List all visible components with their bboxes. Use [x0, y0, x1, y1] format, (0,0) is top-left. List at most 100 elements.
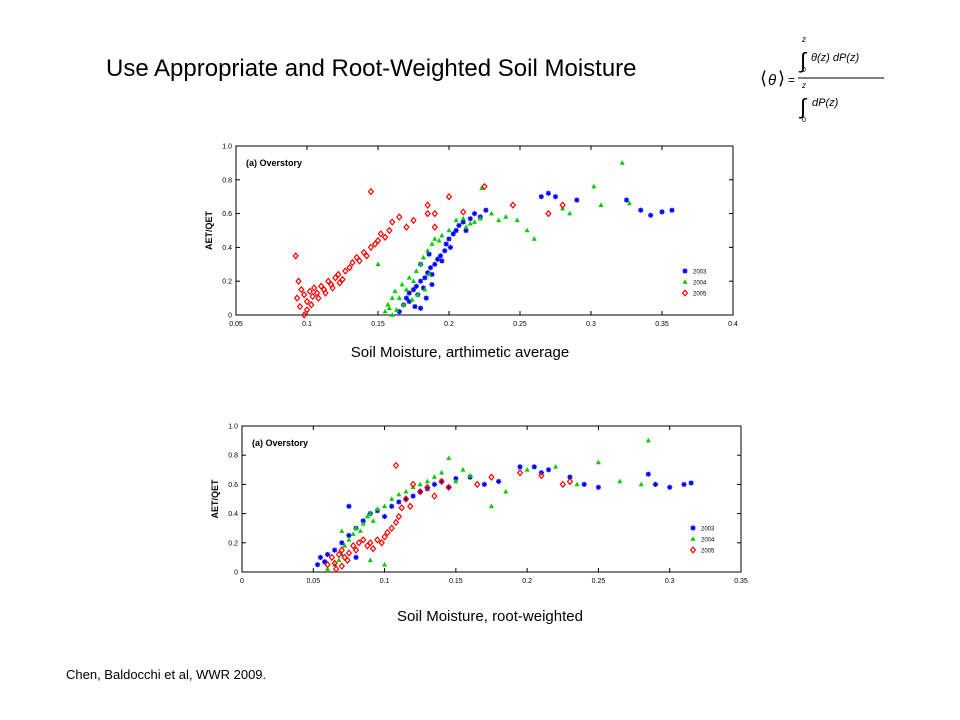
chart1-point-2003 — [447, 244, 454, 250]
chart1-point-2005 — [325, 277, 332, 285]
chart1-point-2003 — [456, 222, 462, 229]
chart1-series-2003 — [396, 190, 675, 315]
chart2-point-2005 — [431, 492, 438, 500]
chart2-series-2005 — [324, 461, 574, 573]
chart1-point-2005 — [349, 258, 356, 267]
chart1-point-2005 — [309, 292, 316, 301]
chart1-y-tick-label: 0.2 — [222, 279, 232, 286]
chart1-point-2005 — [310, 284, 318, 292]
chart2-point-2005 — [392, 518, 400, 527]
chart1-point-2003 — [443, 241, 449, 247]
chart2-point-2004 — [357, 528, 363, 533]
chart2-point-2003 — [681, 481, 687, 487]
chart1-point-2004 — [393, 307, 399, 312]
chart1-point-2003 — [418, 278, 424, 284]
chart2-y-tick-label: 0.4 — [228, 511, 238, 518]
chart2-y-tick-label: 0.8 — [228, 453, 238, 460]
chart1-point-2003 — [426, 251, 432, 257]
chart1-point-2003 — [413, 283, 419, 289]
chart1-point-2005 — [367, 243, 375, 252]
chart1-point-2003 — [429, 281, 435, 288]
chart1-point-2004 — [467, 220, 473, 226]
chart2-point-2004 — [339, 528, 345, 533]
chart1-point-2004 — [503, 214, 509, 219]
chart2-point-2004 — [574, 481, 580, 487]
chart2-point-2005 — [335, 550, 343, 559]
chart2-point-2004 — [353, 525, 359, 530]
chart1-point-2004 — [619, 160, 625, 165]
formula-denominator: dP(z) — [812, 97, 839, 109]
formula-upper-limit: z — [801, 35, 806, 44]
chart2-point-2003 — [381, 513, 388, 520]
chart1-point-2005 — [300, 290, 308, 299]
integral-sign-denominator: ∫ — [798, 94, 808, 119]
chart1-point-2005 — [293, 294, 301, 302]
chart1-point-2004 — [406, 275, 412, 280]
chart1-y-tick-label: 0.8 — [222, 177, 232, 184]
chart2-point-2003 — [417, 489, 423, 495]
chart1-legend-label-2004: 2004 — [693, 281, 707, 287]
chart2-point-2005 — [367, 539, 374, 547]
scatter-chart-arithmetic: 0.05 0.1 0.15 0.2 0.25 0.3 0.35 0.4 0 0.2 0.4 0.6 0.… — [204, 144, 738, 329]
chart1-point-2003 — [463, 227, 469, 234]
chart1-point-2004 — [382, 308, 388, 314]
chart1-legend-label-2003: 2003 — [693, 270, 707, 276]
chart2-point-2003 — [317, 554, 324, 560]
chart1-point-2003 — [396, 309, 402, 315]
chart1-point-2003 — [638, 207, 644, 213]
chart1-legend-marker-2005 — [681, 289, 689, 297]
chart2-point-2003 — [322, 559, 328, 565]
chart2-x-tick-label: 0.05 — [306, 578, 320, 585]
chart1-point-2005 — [396, 213, 403, 221]
chart2-point-2005 — [381, 533, 388, 541]
chart2-legend-marker-2003 — [690, 525, 696, 531]
chart2-legend-label-2005: 2005 — [701, 549, 715, 555]
chart2-point-2004 — [503, 488, 509, 494]
chart1-point-2005 — [339, 275, 346, 284]
chart2-point-2004 — [382, 503, 388, 509]
chart1-point-2004 — [460, 215, 466, 221]
formula-close-bracket: ⟩ — [778, 68, 785, 88]
chart2-point-2004 — [367, 510, 373, 516]
chart1-point-2005 — [389, 218, 396, 226]
chart1-point-2004 — [413, 268, 419, 273]
chart2-point-2003 — [403, 496, 409, 502]
chart1-point-2005 — [336, 279, 343, 287]
chart1-point-2003 — [410, 287, 417, 293]
chart1-point-2005 — [318, 282, 325, 290]
chart2-point-2005 — [378, 539, 385, 547]
chart2-point-2003 — [439, 478, 445, 485]
chart2-point-2005 — [338, 562, 345, 570]
chart2-point-2003 — [496, 478, 502, 485]
chart2-point-2005 — [438, 477, 445, 486]
chart2-point-2004 — [595, 459, 601, 465]
integral-sign-numerator: ∫ — [798, 48, 808, 73]
chart1-point-2004 — [489, 210, 495, 216]
chart1-point-2004 — [403, 286, 409, 292]
chart2-point-2004 — [617, 478, 623, 484]
chart1-legend-label-2005: 2005 — [693, 292, 707, 298]
chart1-x-tick-label: 0.1 — [302, 321, 312, 328]
chart2-legend-marker-2005 — [689, 546, 697, 554]
chart1-point-2004 — [389, 312, 395, 317]
chart1-point-2004 — [446, 227, 452, 233]
chart1-point-2005 — [445, 192, 453, 201]
chart1-x-tick-label: 0.4 — [728, 321, 738, 328]
chart1-y-tick-label: 0.4 — [222, 245, 232, 252]
formula-lhs: θ — [768, 72, 776, 89]
chart2-point-2005 — [409, 480, 417, 489]
chart2-point-2005 — [392, 461, 400, 470]
chart1-point-2005 — [374, 236, 382, 245]
chart2-point-2005 — [338, 546, 345, 554]
chart2-point-2004 — [382, 561, 388, 567]
chart2-point-2003 — [581, 481, 587, 487]
chart2-point-2005 — [538, 471, 545, 480]
chart2-point-2004 — [645, 437, 651, 443]
chart2-point-2004 — [524, 467, 530, 472]
chart2-point-2003 — [332, 547, 338, 553]
chart1-point-2003 — [422, 275, 428, 281]
chart1-point-2003 — [471, 211, 478, 217]
chart2-point-2005 — [402, 495, 410, 503]
chart2-point-2005 — [424, 483, 431, 492]
chart1-series-2005 — [292, 182, 566, 319]
